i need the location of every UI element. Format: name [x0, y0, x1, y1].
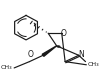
Text: CH₃: CH₃ — [87, 62, 99, 67]
Text: N: N — [78, 50, 84, 59]
Polygon shape — [42, 46, 57, 56]
Text: O: O — [27, 50, 33, 59]
Text: CH₃: CH₃ — [1, 65, 12, 70]
Text: O: O — [61, 29, 67, 38]
